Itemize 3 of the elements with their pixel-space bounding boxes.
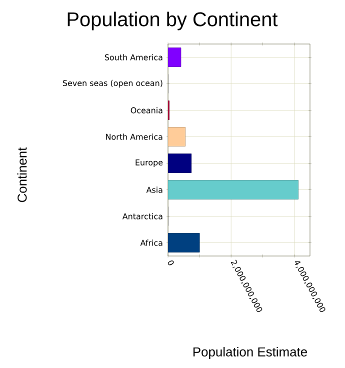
x-axis-title: Population Estimate (193, 346, 307, 360)
chart-title: Population by Continent (68, 12, 278, 30)
y-axis-title: Continent (17, 147, 27, 202)
